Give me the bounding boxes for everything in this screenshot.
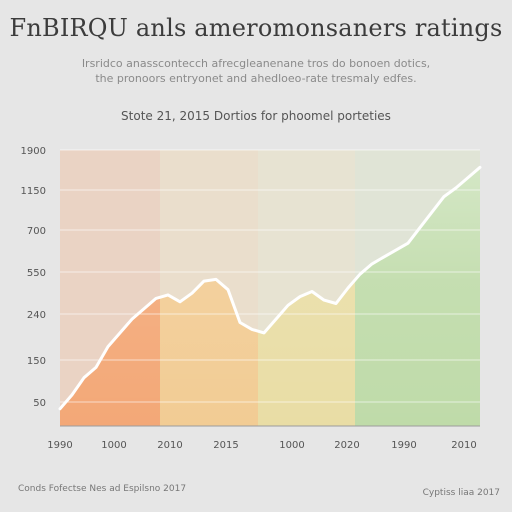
subtitle-line-2: the pronoors entryonet and ahedloeo-rate…	[95, 72, 417, 85]
x-tick-label: 2015	[213, 440, 238, 451]
y-axis: 1900 1150 700 550 240 150 50	[21, 146, 46, 409]
x-tick-label: 1990	[47, 440, 72, 451]
x-axis: 1990 1000 2010 2015 1000 2020 1990 2010	[47, 425, 480, 451]
x-tick-label: 2020	[334, 440, 359, 451]
footer-caption: Cyptiss liaa 2017	[422, 488, 500, 498]
x-tick-label: 1000	[279, 440, 304, 451]
gridlines	[60, 149, 480, 403]
y-tick-label: 550	[27, 268, 46, 279]
footer-source: Conds Fofectse Nes ad Espilsno 2017	[18, 484, 187, 494]
series-line	[58, 165, 482, 411]
area-bands	[60, 167, 480, 427]
chart-subtitle: Irsridco anasscontecch afrecgleanenane t…	[40, 56, 472, 86]
y-tick-label: 700	[27, 226, 46, 237]
x-tick-label: 2010	[157, 440, 182, 451]
y-tick-label: 240	[27, 310, 46, 321]
y-tick-label: 1900	[21, 146, 46, 157]
chart-heading: Stote 21, 2015 Dortios for phoomel porte…	[121, 109, 391, 123]
y-tick-label: 50	[33, 398, 46, 409]
x-tick-label: 1000	[101, 440, 126, 451]
x-tick-label: 2010	[451, 440, 476, 451]
area-highlight	[60, 167, 480, 427]
chart-title: FnBIRQU anls ameromonsaners ratings	[9, 14, 503, 42]
y-tick-label: 150	[27, 356, 46, 367]
series-layer	[58, 165, 482, 411]
x-tick-label: 1990	[391, 440, 416, 451]
y-tick-label: 1150	[21, 186, 46, 197]
subtitle-line-1: Irsridco anasscontecch afrecgleanenane t…	[81, 57, 431, 70]
